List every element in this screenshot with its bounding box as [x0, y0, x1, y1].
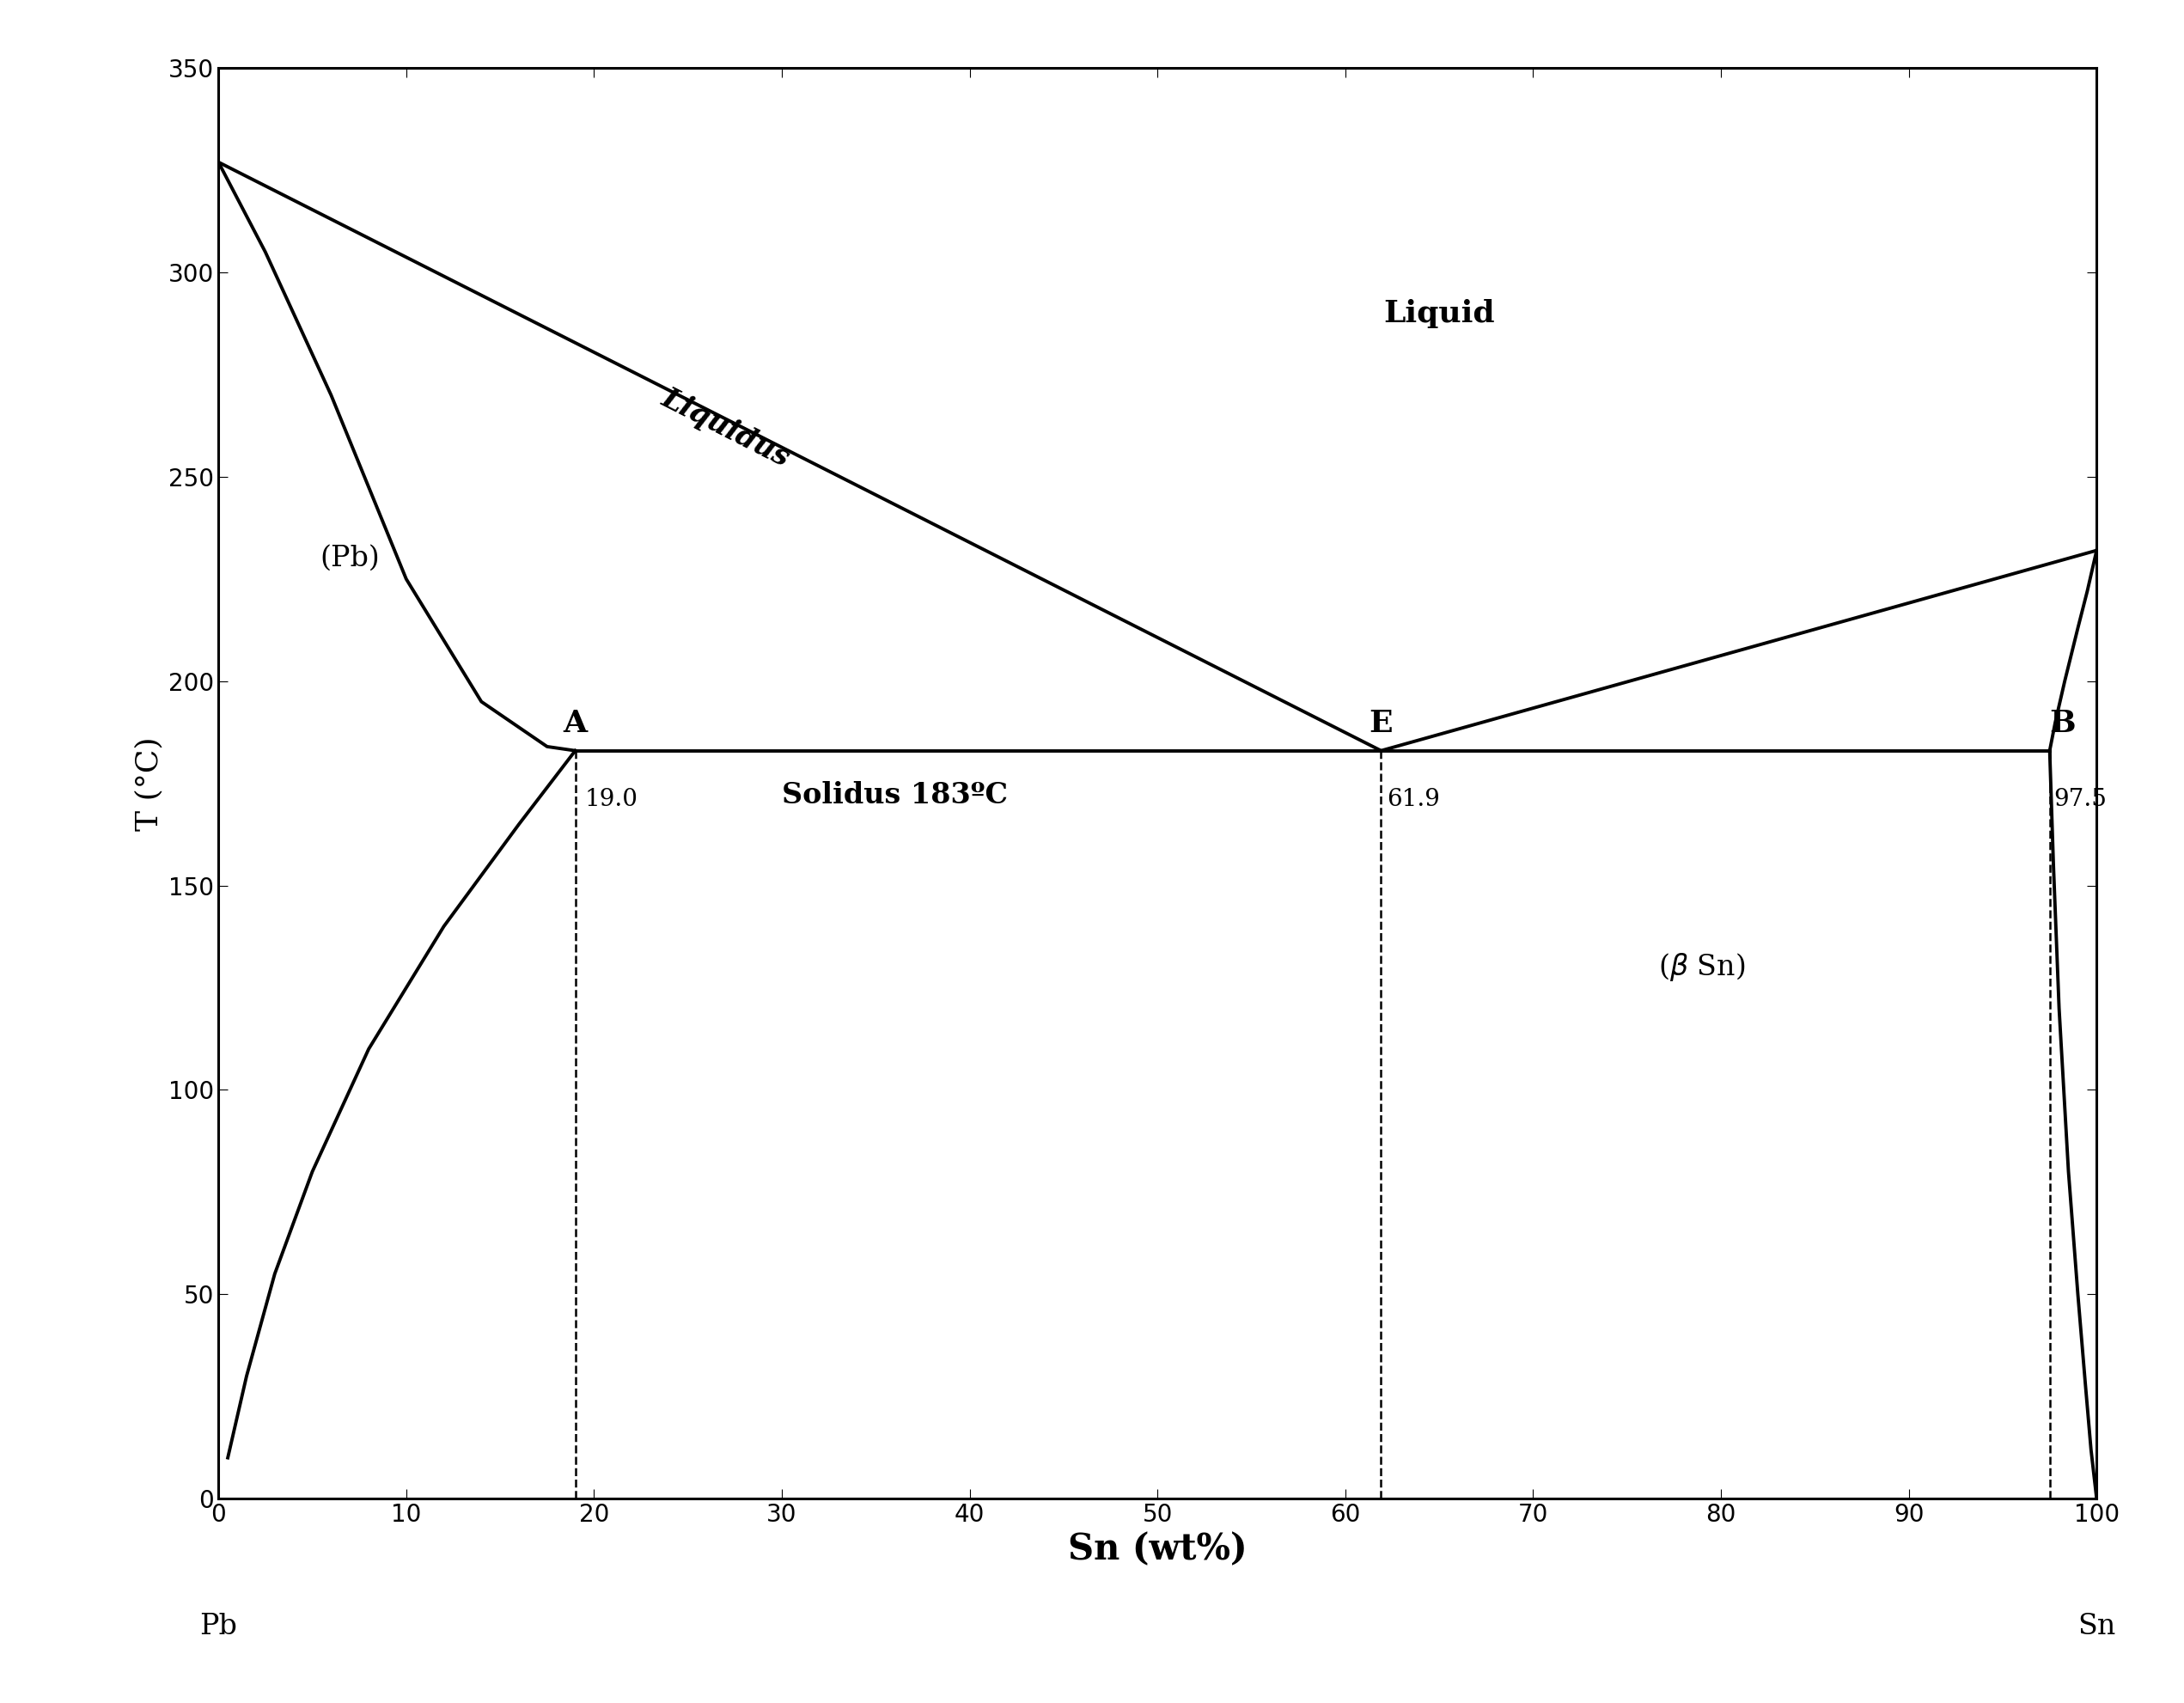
Text: A: A: [563, 708, 587, 739]
Text: Pb: Pb: [199, 1613, 238, 1640]
Text: ($\beta$ Sn): ($\beta$ Sn): [1658, 952, 1745, 983]
Text: Sn: Sn: [2077, 1613, 2116, 1640]
X-axis label: Sn (wt%): Sn (wt%): [1068, 1531, 1247, 1568]
Text: 61.9: 61.9: [1387, 788, 1439, 811]
Text: Solidus 183ºC: Solidus 183ºC: [782, 782, 1007, 811]
Text: (Pb): (Pb): [319, 545, 380, 572]
Text: 97.5: 97.5: [2053, 788, 2108, 811]
Text: B: B: [2049, 708, 2077, 739]
Text: Liquid: Liquid: [1385, 298, 1494, 329]
Y-axis label: T (°C): T (°C): [135, 736, 164, 831]
Text: 19.0: 19.0: [585, 788, 638, 811]
Text: E: E: [1369, 708, 1393, 739]
Text: Liquidus: Liquidus: [657, 383, 795, 472]
